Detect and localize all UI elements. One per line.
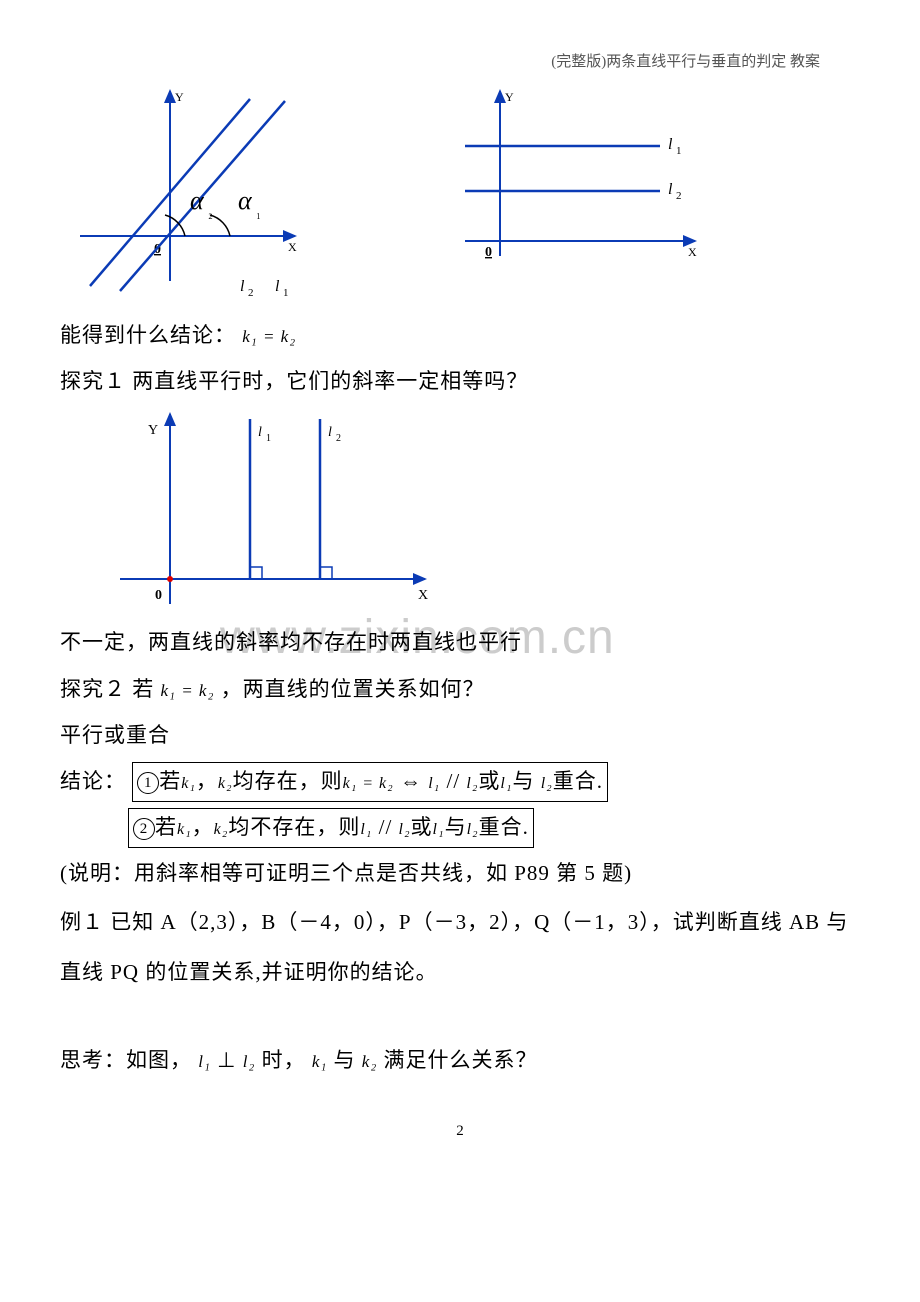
- b1-eq: k₁ = k₂: [343, 775, 394, 792]
- b1-l1: l₁: [428, 775, 440, 792]
- svg-text:α: α: [238, 186, 253, 215]
- explore-2-answer: 平行或重合: [60, 712, 860, 758]
- svg-text:l: l: [668, 136, 673, 153]
- svg-text:Y: Y: [148, 423, 158, 438]
- svg-text:₁: ₁: [256, 205, 261, 220]
- think-line: 思考：如图， l₁ ⊥ l₂ 时， k₁ 与 k₂ 满足什么关系？: [60, 1037, 860, 1083]
- b2-l2: l₂: [399, 821, 411, 838]
- b1-k1: k₁: [181, 775, 196, 792]
- svg-text:Y: Y: [175, 90, 184, 104]
- b2-par: //: [372, 815, 398, 839]
- explore-1-answer: 不一定，两直线的斜率均不存在时两直线也平行: [60, 619, 860, 665]
- svg-text:0: 0: [485, 245, 492, 260]
- page-header: (完整版)两条直线平行与垂直的判定 教案: [60, 50, 860, 71]
- svg-text:2: 2: [248, 287, 254, 299]
- circled-1: 1: [137, 772, 159, 794]
- b1-tail: 重合.: [553, 769, 603, 793]
- svg-text:X: X: [288, 240, 297, 254]
- svg-text:l: l: [240, 278, 245, 295]
- svg-text:l: l: [275, 278, 280, 295]
- svg-text:2: 2: [676, 190, 682, 202]
- b2-tail: 重合.: [479, 815, 529, 839]
- svg-text:₂: ₂: [208, 205, 213, 220]
- b2-c1: ，: [192, 815, 214, 839]
- conclusion-label: 结论：: [60, 769, 126, 793]
- conclusion-block: 结论： 1若k₁，k₂均存在，则k₁ = k₂ ⇔ l₁ // l₂或l₁与 l…: [60, 758, 860, 804]
- b1-t1: 若: [159, 769, 181, 793]
- conclusion-box-2: 2若k₁，k₂均不存在，则l₁ // l₂或l₁与l₂重合.: [128, 808, 534, 848]
- conclusion-box-2-row: 2若k₁，k₂均不存在，则l₁ // l₂或l₁与l₂重合.: [60, 804, 860, 850]
- think-and: 与: [334, 1048, 362, 1072]
- svg-text:X: X: [418, 588, 428, 603]
- b2-k2: k₂: [214, 821, 229, 838]
- explore-1: 探究１ 两直线平行时，它们的斜率一定相等吗？: [60, 358, 860, 404]
- b2-l1: l₁: [360, 821, 372, 838]
- b1-l2b: l₂: [541, 775, 553, 792]
- b2-k1: k₁: [177, 821, 192, 838]
- svg-text:2: 2: [336, 433, 341, 444]
- b2-l2b: l₂: [467, 821, 479, 838]
- conclusion-box-1: 1若k₁，k₂均存在，则k₁ = k₂ ⇔ l₁ // l₂或l₁与 l₂重合.: [132, 762, 608, 802]
- think-k1: k₁: [312, 1052, 327, 1071]
- circled-2: 2: [133, 818, 155, 840]
- b1-iff: ⇔: [394, 769, 429, 793]
- think-tail: 满足什么关系？: [384, 1048, 538, 1072]
- think-k2: k₂: [362, 1052, 377, 1071]
- think-perp: ⊥: [217, 1048, 243, 1072]
- b1-k2: k₂: [218, 775, 233, 792]
- eq-k1-k2: k₁ = k₂: [242, 327, 296, 346]
- conclusion-prefix: 能得到什么结论：: [60, 323, 236, 347]
- b2-t1: 若: [155, 815, 177, 839]
- think-mid: 时，: [262, 1048, 312, 1072]
- svg-text:1: 1: [283, 287, 289, 299]
- b1-par: //: [440, 769, 466, 793]
- explore-2-pre: 探究２ 若: [60, 677, 161, 701]
- b2-t2: 均不存在，则: [228, 815, 360, 839]
- svg-text:l: l: [668, 181, 673, 198]
- svg-text:X: X: [688, 245, 697, 259]
- svg-text:1: 1: [676, 145, 682, 157]
- b2-with: 与: [445, 815, 467, 839]
- explore-2-mid: ，两直线的位置关系如何？: [221, 677, 485, 701]
- think-pre: 思考：如图，: [60, 1048, 192, 1072]
- conclusion-question: 能得到什么结论： k₁ = k₂: [60, 312, 860, 358]
- note-line: (说明：用斜率相等可证明三个点是否共线，如 P89 第 5 题): [60, 850, 860, 896]
- svg-text:1: 1: [266, 433, 271, 444]
- svg-text:Y: Y: [505, 90, 514, 104]
- explore-2: 探究２ 若 k₁ = k₂ ，两直线的位置关系如何？: [60, 666, 860, 712]
- svg-text:l: l: [258, 425, 262, 440]
- svg-text:0: 0: [155, 588, 162, 603]
- b1-c1: ，: [196, 769, 218, 793]
- figure-vertical-parallel: Y X 0 l 1 l 2: [100, 404, 860, 619]
- think-l2: l₂: [243, 1052, 256, 1071]
- svg-text:l: l: [328, 425, 332, 440]
- page-number: 2: [60, 1123, 860, 1140]
- explore-2-eq: k₁ = k₂: [161, 681, 215, 700]
- b1-or: 或: [478, 769, 500, 793]
- figure-horizontal-parallel: Y X 0 l 1 l 2: [450, 81, 710, 306]
- b2-l1b: l₁: [433, 821, 445, 838]
- think-l1: l₁: [198, 1052, 211, 1071]
- example-1: 例１ 已知 A（2,3），B（－4，0），P（－3，2），Q（－1，3），试判断…: [60, 897, 860, 998]
- svg-text:α: α: [190, 186, 205, 215]
- b1-t2: 均存在，则: [233, 769, 343, 793]
- b1-l2: l₂: [466, 775, 478, 792]
- figure-oblique-parallel: Y X 0 α ₂ α ₁ l 2 l 1: [60, 81, 310, 306]
- b2-or: 或: [411, 815, 433, 839]
- b1-l1b: l₁: [500, 775, 512, 792]
- b1-with: 与: [512, 769, 540, 793]
